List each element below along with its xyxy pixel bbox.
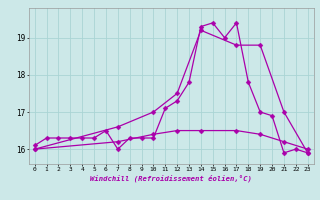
X-axis label: Windchill (Refroidissement éolien,°C): Windchill (Refroidissement éolien,°C)	[90, 175, 252, 182]
